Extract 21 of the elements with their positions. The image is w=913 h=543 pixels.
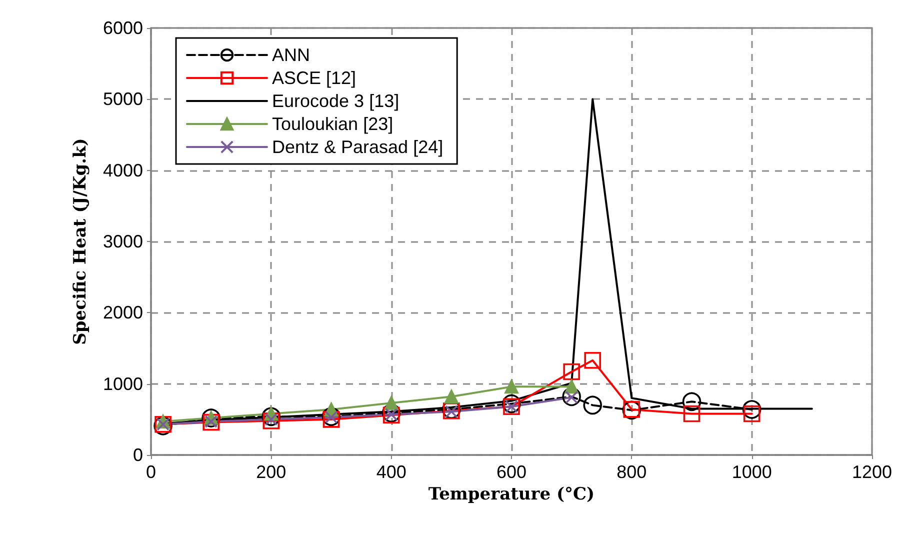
legend-label: ASCE [12] <box>272 68 356 88</box>
y-tick-label: 4000 <box>102 160 143 180</box>
legend-label: Dentz & Parasad [24] <box>272 137 444 157</box>
legend-label: Touloukian [23] <box>272 114 394 134</box>
x-tick-label: 400 <box>376 462 406 482</box>
y-tick-label: 6000 <box>102 18 143 38</box>
y-tick-label: 2000 <box>102 302 143 323</box>
y-tick-label: 1000 <box>102 374 143 394</box>
y-tick-label: 0 <box>132 445 143 465</box>
x-tick-label: 1000 <box>732 462 772 482</box>
legend-label: Eurocode 3 [13] <box>272 91 400 111</box>
y-tick-label: 5000 <box>102 89 143 110</box>
y-tick-label: 3000 <box>102 232 143 252</box>
x-tick-label: 800 <box>616 462 647 482</box>
x-tick-label: 1200 <box>852 462 892 482</box>
x-tick-label: 600 <box>496 462 527 482</box>
x-tick-label: 200 <box>256 462 286 482</box>
legend-label: ANN <box>272 45 310 65</box>
y-axis-title: Specific Heat (J/Kg.k) <box>70 138 90 345</box>
x-tick-label: 0 <box>146 462 156 482</box>
x-axis-title: Temperature (°C) <box>428 484 595 504</box>
